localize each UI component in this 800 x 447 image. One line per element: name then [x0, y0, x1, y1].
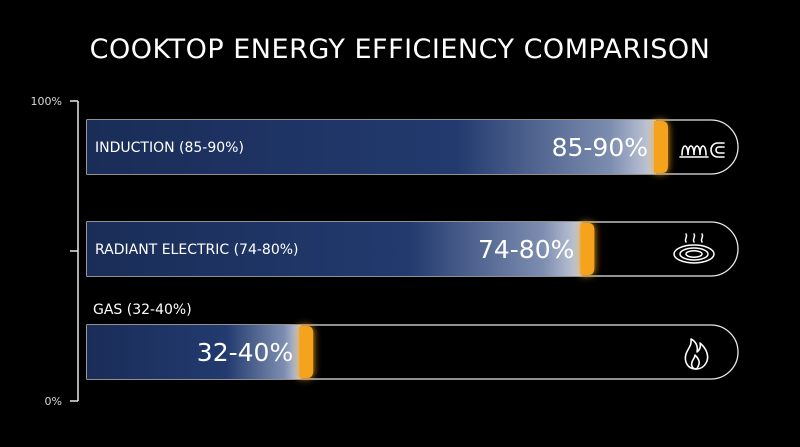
value-label-0: 85-90%	[552, 133, 648, 162]
bar-range-accent-1	[580, 223, 595, 275]
category-label-1: RADIANT ELECTRIC (74-80%)	[95, 242, 299, 258]
radiant-burner-heat-icon	[673, 233, 715, 264]
value-label-1: 74-80%	[478, 235, 574, 264]
bar-track-1	[86, 221, 739, 277]
category-label-0: INDUCTION (85-90%)	[95, 140, 244, 156]
bar-range-accent-0	[654, 121, 668, 173]
tick-label-100: 100%	[31, 95, 62, 108]
bar-range-accent-2	[299, 326, 314, 378]
bar-0	[87, 120, 656, 174]
bars: INDUCTION (85-90%) 85-90% RADIANT ELECTRIC…	[86, 119, 739, 380]
value-label-2: 32-40%	[197, 338, 293, 367]
bar-1	[87, 222, 583, 276]
tick-label-0: 0%	[45, 395, 62, 408]
bar-track-2	[86, 324, 739, 380]
y-axis: 100% 0%	[31, 95, 79, 408]
chart-title: COOKTOP ENERGY EFFICIENCY COMPARISON	[89, 34, 711, 65]
bar-track-0	[86, 119, 739, 175]
bar-2	[87, 325, 302, 379]
category-label-2: GAS (32-40%)	[93, 302, 192, 318]
induction-coil-magnet-icon	[679, 142, 725, 158]
bar-icons	[673, 142, 725, 370]
gas-flame-icon	[684, 338, 709, 370]
